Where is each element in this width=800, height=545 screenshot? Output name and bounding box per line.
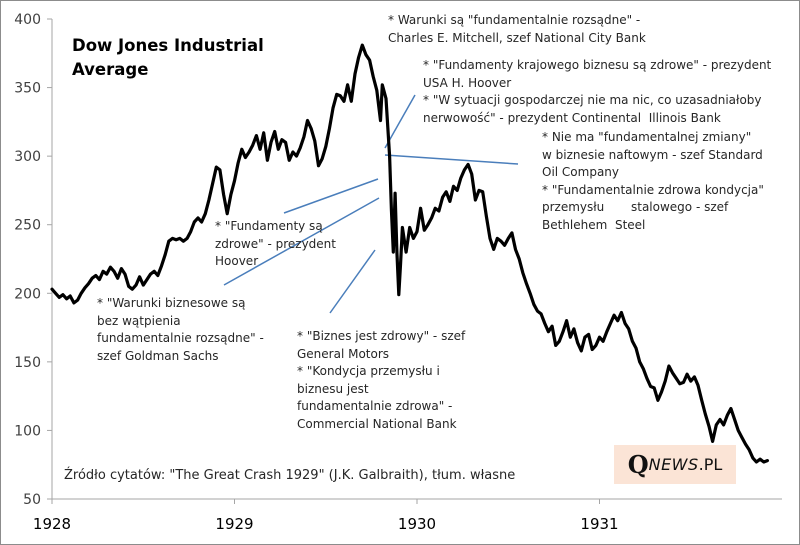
y-tick-label: 350 — [14, 81, 41, 97]
logo-pl: .PL — [698, 455, 723, 474]
y-tick-label: 200 — [14, 286, 41, 302]
y-tick-label: 400 — [14, 12, 41, 28]
y-tick-label: 100 — [14, 423, 41, 439]
callout-line-hoover-fundamenty — [283, 178, 379, 214]
annotation-goldman: * "Warunki biznesowe są bez wątpienia fu… — [97, 296, 264, 363]
annotation-hoover-continental: * "Fundamenty krajowego biznesu są zdrow… — [423, 58, 772, 125]
series-layer — [50, 43, 769, 464]
logo-news: NEWS — [648, 455, 699, 474]
x-tick-label: 1930 — [398, 515, 436, 533]
source-note: Źródło cytatów: "The Great Crash 1929" (… — [64, 468, 516, 483]
chart-title: Dow Jones Industrial Average — [72, 34, 264, 82]
chart-title-line1: Dow Jones Industrial — [72, 36, 264, 55]
x-tick-label: 1928 — [33, 515, 71, 533]
logo-q: Q — [627, 450, 649, 479]
qnews-logo: Q NEWS .PL — [614, 445, 736, 484]
callout-line-goldman — [223, 197, 380, 286]
y-tick-label: 50 — [23, 492, 41, 508]
annotation-gm-commercial: * "Biznes jest zdrowy" - szef General Mo… — [297, 329, 466, 431]
callout-line-gm-commercial — [329, 249, 376, 314]
annotation-hoover-fundamenty: * "Fundamenty są zdrowe" - prezydent Hoo… — [215, 219, 336, 268]
x-tick-label: 1929 — [215, 515, 253, 533]
annotation-standard-oil-bethlehem: * Nie ma "fundamentalnej zmiany" w bizne… — [542, 130, 764, 232]
y-tick-label: 250 — [14, 218, 41, 234]
chart-title-line2: Average — [72, 60, 149, 79]
y-tick-label: 150 — [14, 355, 41, 371]
callout-line-standard-oil-bethlehem — [384, 154, 519, 165]
callout-lines — [223, 94, 519, 314]
annotation-mitchell: * Warunki są "fundamentalnie rozsądne" -… — [388, 13, 646, 45]
y-tick-label: 300 — [14, 149, 41, 165]
x-tick-label: 1931 — [580, 515, 618, 533]
axes: 50 100 150 200 250 300 350 400 1928 1929 1930 1931 — [14, 12, 782, 533]
